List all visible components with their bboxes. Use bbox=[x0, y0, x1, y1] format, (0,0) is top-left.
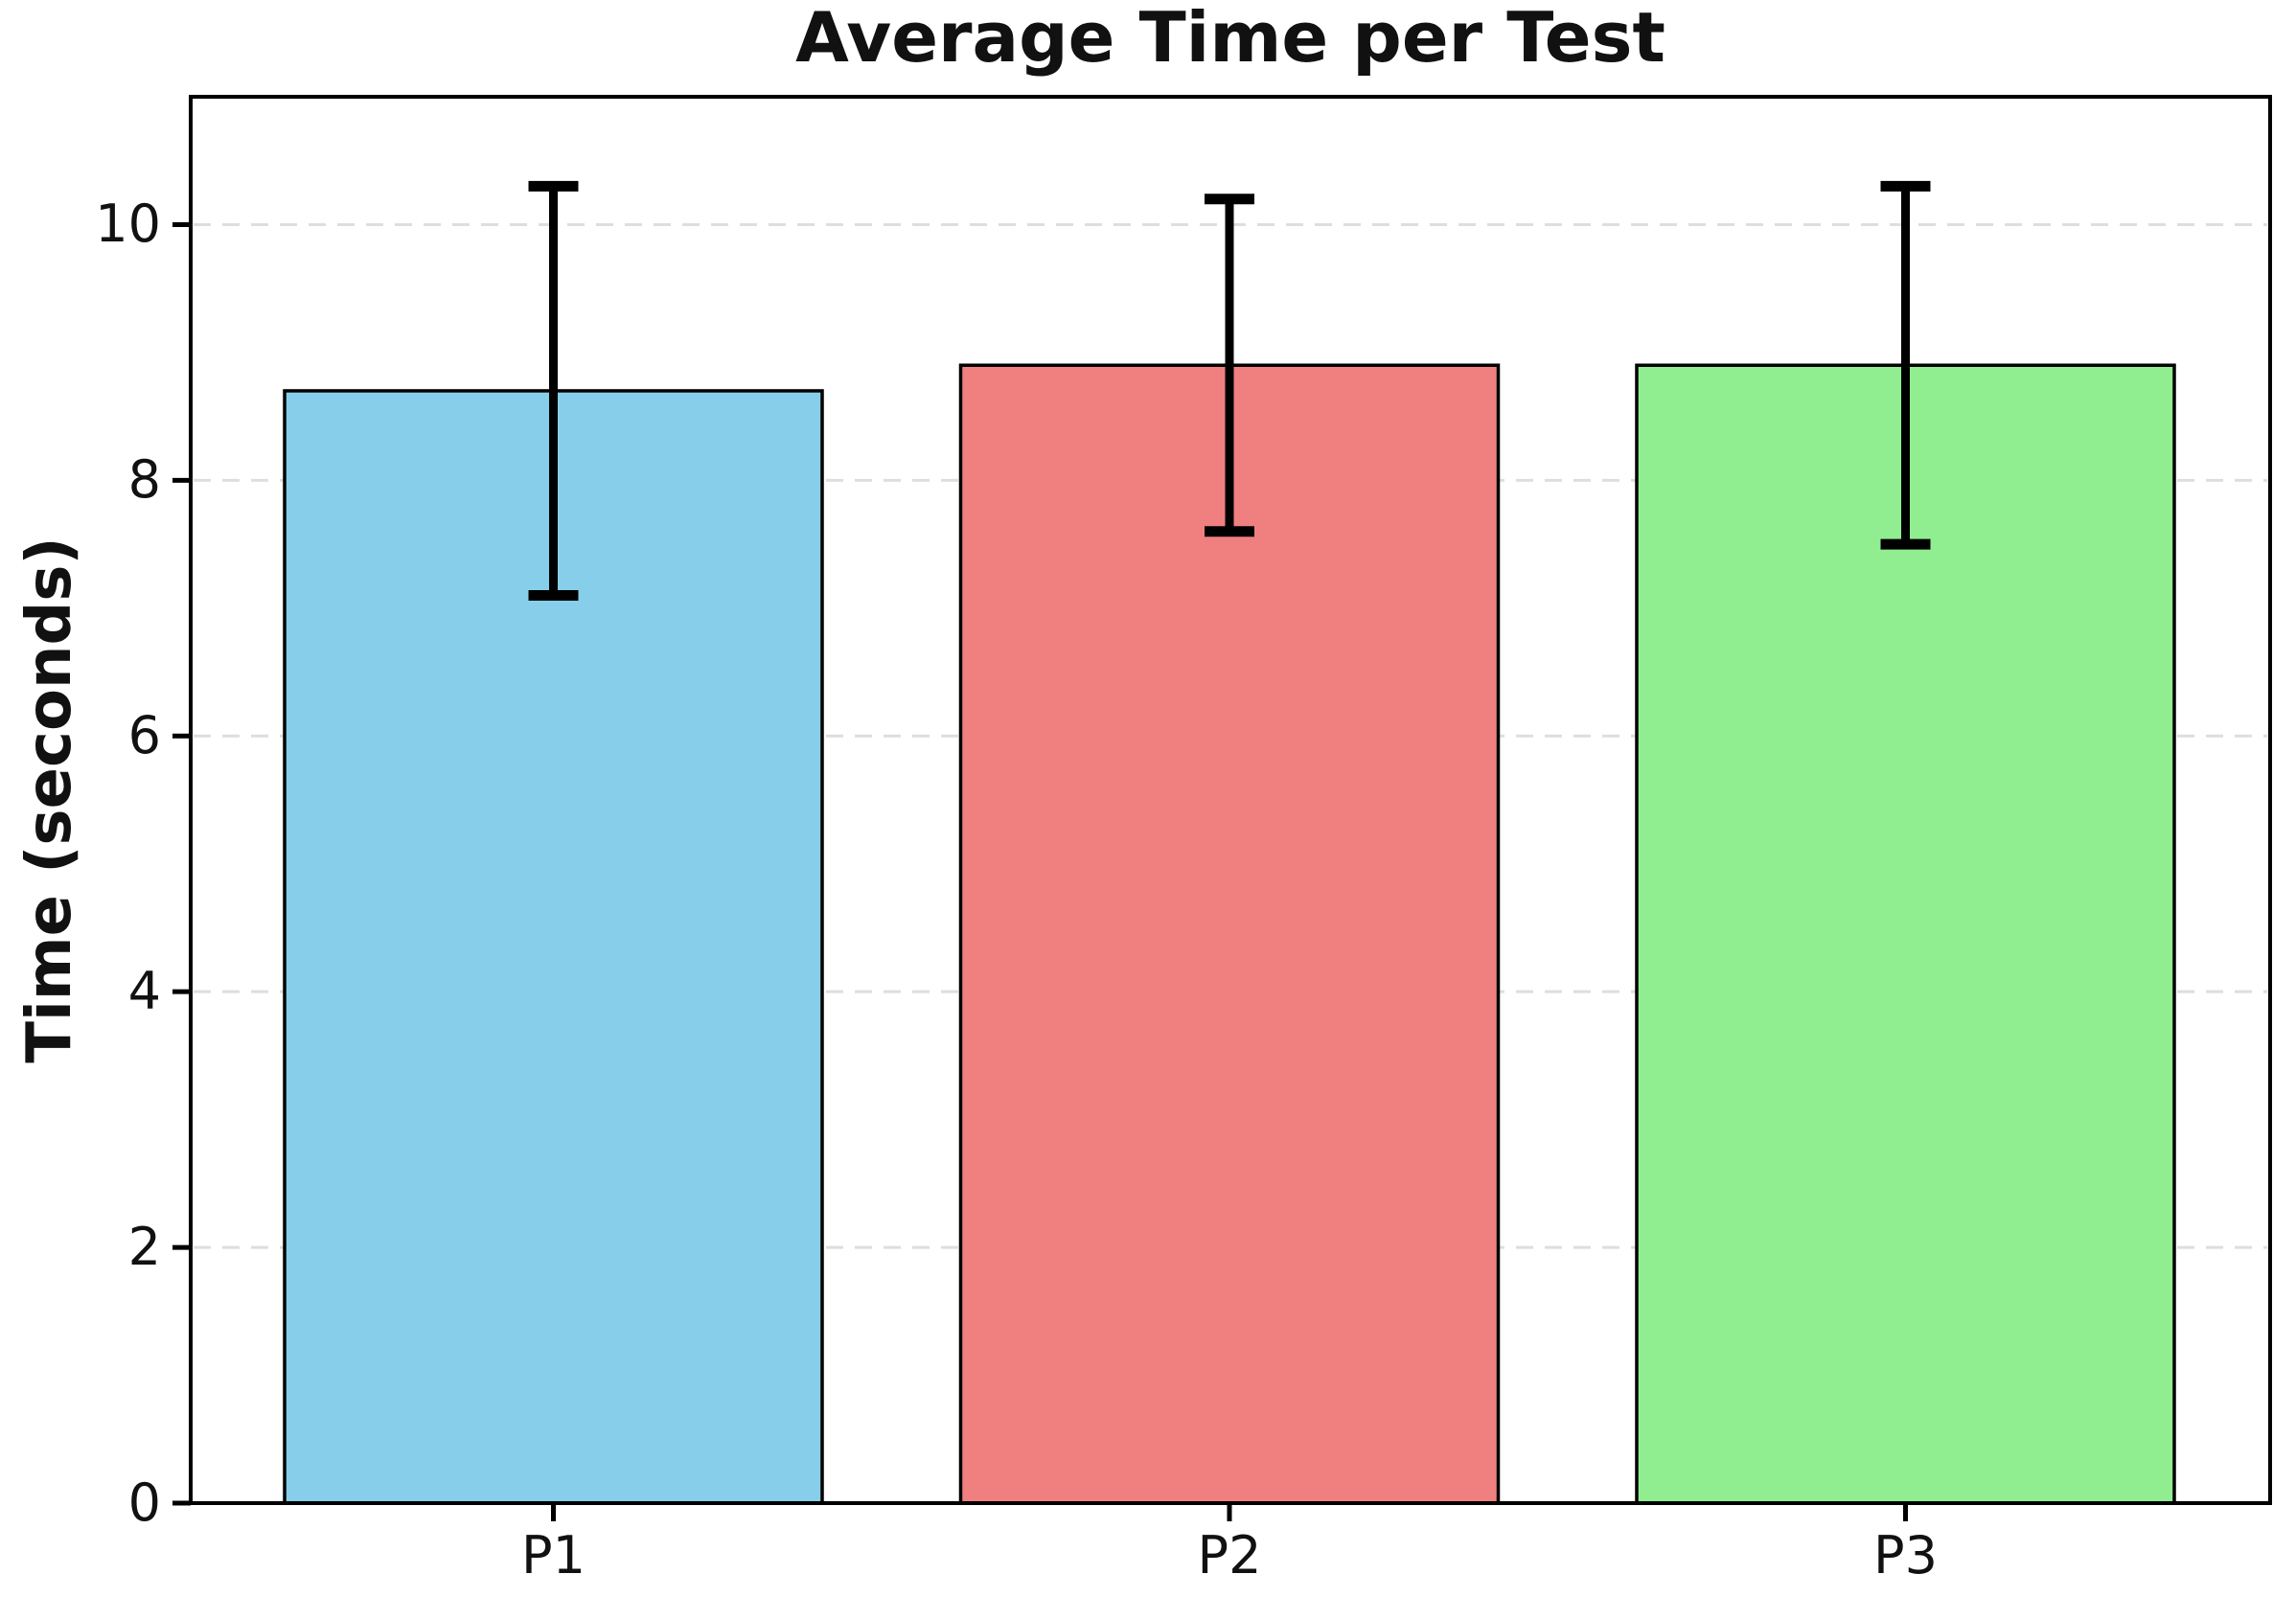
y-tick-label-0: 0 bbox=[127, 1472, 161, 1533]
chart-title: Average Time per Test bbox=[795, 0, 1665, 78]
bar-p2 bbox=[958, 363, 1501, 1505]
bar-p3 bbox=[1635, 363, 2176, 1505]
y-tick-label-8: 8 bbox=[127, 449, 161, 511]
y-tick-label-10: 10 bbox=[95, 194, 161, 255]
x-tick-label-p2: P2 bbox=[1197, 1525, 1262, 1586]
y-tick-label-6: 6 bbox=[127, 705, 161, 766]
x-tick-label-p1: P1 bbox=[521, 1525, 585, 1586]
y-tick-label-4: 4 bbox=[127, 961, 161, 1022]
y-tick-label-2: 2 bbox=[127, 1217, 161, 1278]
x-tick-label-p3: P3 bbox=[1873, 1525, 1938, 1586]
